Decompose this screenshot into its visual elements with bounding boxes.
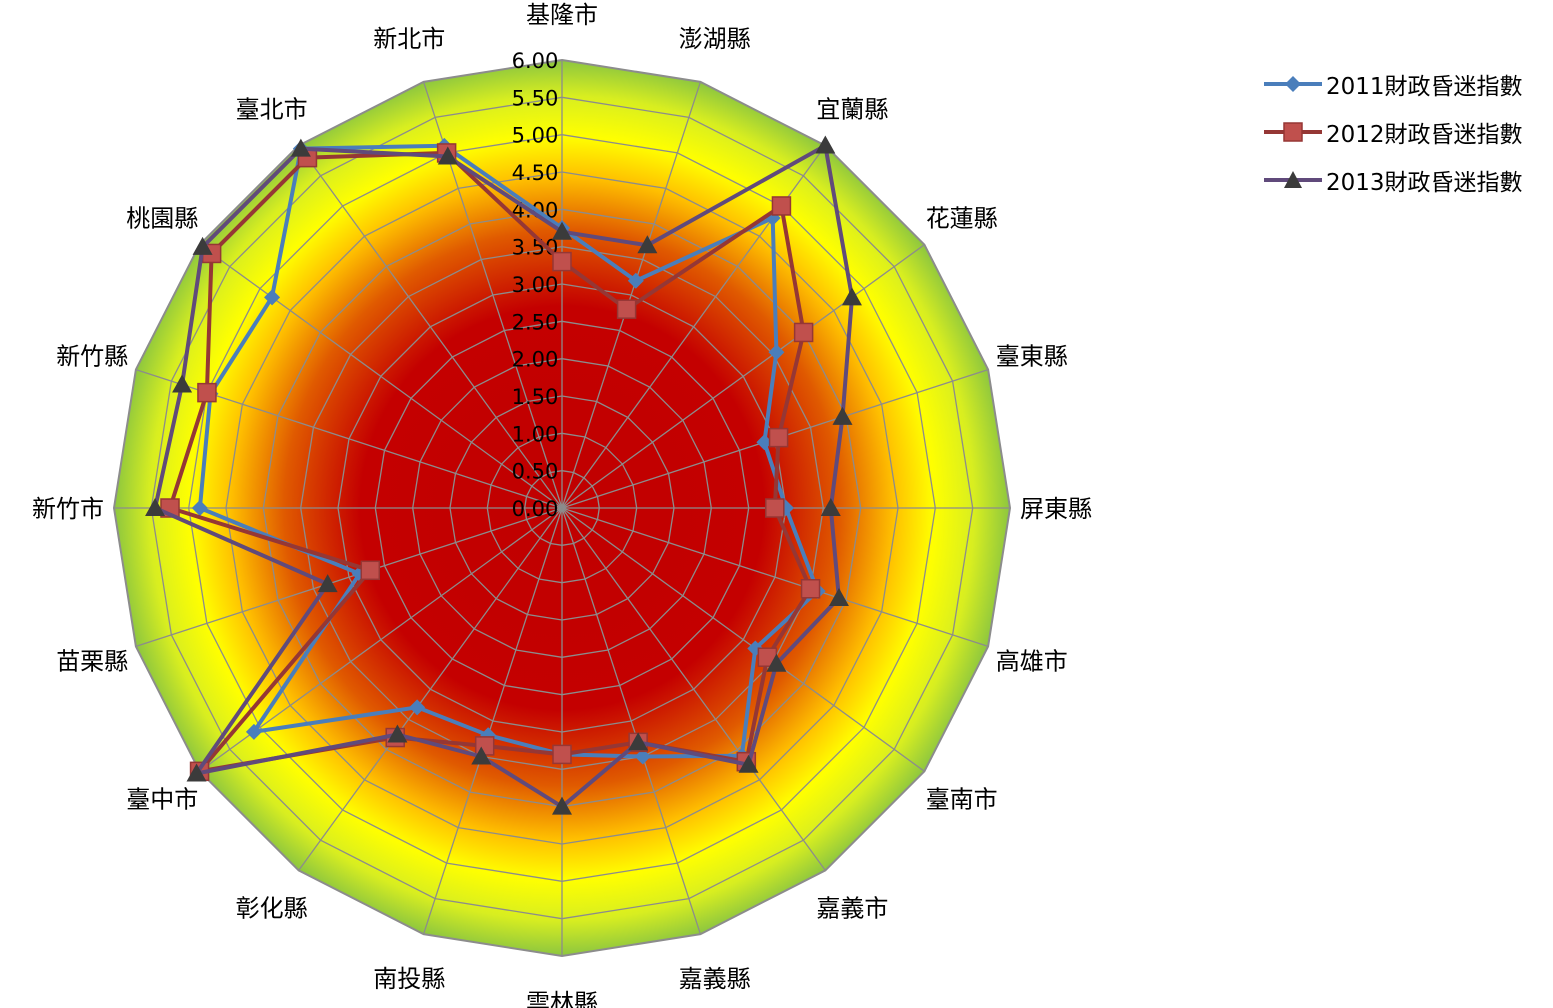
grid-spoke — [561, 507, 989, 648]
data-point — [771, 196, 792, 216]
grid-spoke — [561, 507, 826, 871]
category-label: 新竹市 — [32, 495, 104, 523]
data-point — [552, 796, 572, 815]
grid-spoke — [561, 81, 702, 509]
category-label: 宜蘭縣 — [816, 95, 888, 123]
grid-spoke — [422, 507, 563, 935]
data-point — [290, 138, 311, 157]
category-label: 屏東縣 — [1020, 495, 1092, 523]
data-point — [264, 289, 281, 306]
tick-label: 3.50 — [512, 236, 559, 260]
grid-spoke — [298, 507, 563, 871]
data-point — [317, 574, 338, 593]
grid-spoke — [199, 507, 563, 772]
tick-label: 5.00 — [512, 124, 559, 148]
legend-swatch-2013 — [1264, 171, 1322, 188]
data-point — [738, 754, 759, 773]
category-label: 嘉義縣 — [679, 965, 751, 993]
data-point — [765, 498, 785, 518]
legend: 2011財政昏迷指數 2012財政昏迷指數 2013財政昏迷指數 — [1262, 60, 1523, 204]
tick-label: 2.50 — [512, 310, 559, 334]
data-point — [841, 287, 862, 306]
category-label: 南投縣 — [373, 965, 445, 993]
category-label: 彰化縣 — [236, 895, 308, 923]
data-point — [828, 587, 849, 606]
legend-item-2013: 2013財政昏迷指數 — [1262, 156, 1523, 204]
tick-label: 0.00 — [512, 497, 559, 521]
legend-item-2011: 2011財政昏迷指數 — [1262, 60, 1523, 108]
category-label: 桃園縣 — [126, 205, 198, 233]
data-point — [616, 299, 637, 319]
tick-label: 0.50 — [512, 460, 559, 484]
category-label: 臺中市 — [126, 785, 198, 813]
legend-label-2012: 2012財政昏迷指數 — [1326, 122, 1523, 148]
category-label: 澎湖縣 — [679, 25, 751, 53]
data-point — [768, 344, 785, 361]
category-label: 嘉義市 — [816, 895, 888, 923]
category-label: 臺東縣 — [996, 342, 1068, 370]
radial-tick-labels: 0.000.501.001.502.002.503.003.504.004.50… — [512, 49, 559, 521]
tick-label: 1.00 — [512, 422, 559, 446]
category-label: 新北市 — [373, 25, 445, 53]
tick-label: 5.50 — [512, 86, 559, 110]
category-label: 高雄市 — [996, 648, 1068, 676]
data-point — [360, 560, 381, 581]
category-label: 臺北市 — [236, 95, 308, 123]
tick-label: 4.50 — [512, 161, 559, 185]
tick-label: 2.00 — [512, 348, 559, 372]
data-point — [552, 744, 572, 765]
data-point — [800, 579, 821, 599]
data-point — [634, 748, 651, 765]
legend-label-2013: 2013財政昏迷指數 — [1326, 170, 1523, 196]
data-point — [172, 374, 193, 393]
legend-label-2011: 2011財政昏迷指數 — [1326, 74, 1523, 100]
data-point — [552, 221, 572, 240]
data-point — [815, 135, 836, 154]
category-label: 新竹縣 — [56, 342, 128, 370]
data-point — [627, 272, 644, 289]
grid-spoke — [561, 507, 702, 935]
radar-grid — [112, 58, 1012, 958]
data-point — [437, 146, 458, 165]
tick-label: 6.00 — [512, 49, 559, 73]
category-label: 基隆市 — [526, 1, 598, 29]
data-point — [820, 498, 841, 516]
tick-label: 1.50 — [512, 385, 559, 409]
data-point — [387, 724, 408, 743]
data-point — [409, 699, 426, 716]
grid-spoke — [298, 145, 563, 509]
data-point — [245, 723, 262, 740]
data-point — [192, 236, 213, 255]
data-point — [756, 434, 773, 451]
legend-swatch-2011 — [1264, 76, 1322, 92]
category-label: 苗栗縣 — [56, 648, 128, 676]
tick-label: 3.00 — [512, 273, 559, 297]
grid-spoke — [135, 507, 563, 648]
data-point — [793, 322, 814, 343]
grid-spoke — [561, 244, 925, 509]
data-point — [768, 427, 789, 448]
data-point — [637, 235, 658, 254]
data-point — [832, 406, 853, 425]
category-label: 花蓮縣 — [926, 205, 998, 233]
data-point — [191, 500, 208, 516]
legend-item-2012: 2012財政昏迷指數 — [1262, 108, 1523, 156]
data-point — [471, 746, 492, 765]
data-point — [628, 732, 649, 751]
data-point — [145, 498, 166, 516]
grid-spoke — [199, 244, 563, 509]
data-point — [552, 251, 572, 272]
category-label: 臺南市 — [926, 785, 998, 813]
data-point — [186, 763, 207, 782]
category-label: 雲林縣 — [526, 989, 598, 1008]
legend-swatch-2012 — [1264, 122, 1322, 142]
data-point — [766, 653, 787, 672]
grid-spoke — [561, 507, 925, 772]
data-series — [145, 135, 862, 815]
data-point — [197, 382, 217, 403]
